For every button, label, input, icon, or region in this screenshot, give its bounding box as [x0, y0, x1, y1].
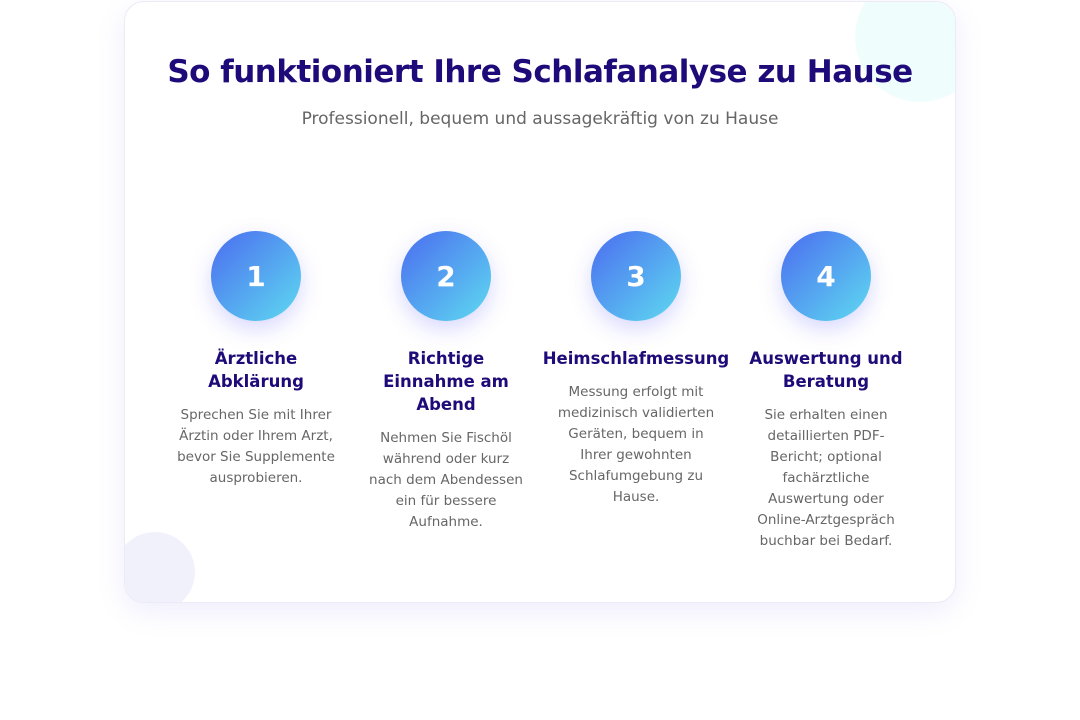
- step-item: 4 Auswertung und Beratung Sie erhalten e…: [731, 231, 921, 552]
- step-item: 2 Richtige Einnahme am Abend Nehmen Sie …: [351, 231, 541, 552]
- steps-list: 1 Ärztliche Abklärung Sprechen Sie mit I…: [161, 231, 921, 552]
- page-subtitle: Professionell, bequem und aussagekräftig…: [301, 109, 779, 129]
- step-item: 3 Heimschlafmessung Messung erfolgt mit …: [541, 231, 731, 552]
- step-item: 1 Ärztliche Abklärung Sprechen Sie mit I…: [161, 231, 351, 552]
- step-title: Heimschlafmessung: [542, 349, 730, 368]
- step-number-badge: 4: [781, 231, 871, 321]
- step-description: Nehmen Sie Fischöl während oder kurz nac…: [369, 430, 523, 530]
- steps-card: So funktioniert Ihre Schlafanalyse zu Ha…: [124, 1, 956, 603]
- step-number-badge: 2: [401, 231, 491, 321]
- step-number-badge: 3: [591, 231, 681, 321]
- step-description: Sprechen Sie mit Ihrer Ärztin oder Ihrem…: [177, 407, 335, 486]
- step-number-badge: 1: [211, 231, 301, 321]
- step-description: Messung erfolgt mit medizinisch validier…: [557, 384, 715, 505]
- step-title: Auswertung und Beratung: [749, 349, 903, 391]
- step-title: Richtige Einnahme am Abend: [383, 349, 509, 414]
- decorative-circle: [125, 532, 195, 602]
- step-description: Sie erhalten einen detaillierten PDF-Ber…: [757, 407, 895, 549]
- page-title: So funktioniert Ihre Schlafanalyse zu Ha…: [167, 54, 913, 90]
- step-title: Ärztliche Abklärung: [208, 349, 304, 391]
